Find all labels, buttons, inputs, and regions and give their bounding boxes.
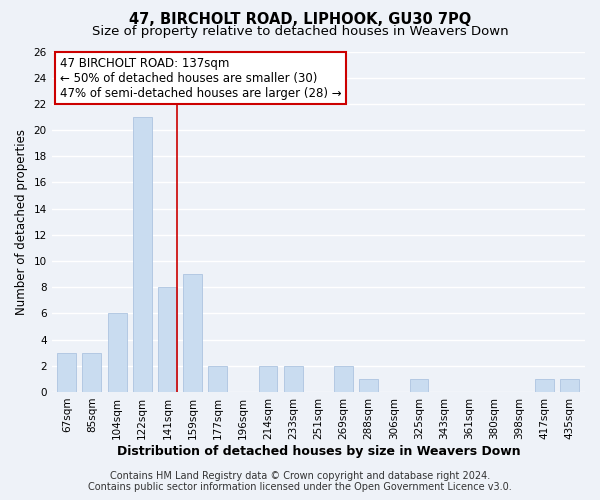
Bar bbox=[259, 366, 277, 392]
X-axis label: Distribution of detached houses by size in Weavers Down: Distribution of detached houses by size … bbox=[116, 444, 520, 458]
Bar bbox=[284, 366, 302, 392]
Text: 47 BIRCHOLT ROAD: 137sqm
← 50% of detached houses are smaller (30)
47% of semi-d: 47 BIRCHOLT ROAD: 137sqm ← 50% of detach… bbox=[59, 56, 341, 100]
Bar bbox=[359, 379, 378, 392]
Text: 47, BIRCHOLT ROAD, LIPHOOK, GU30 7PQ: 47, BIRCHOLT ROAD, LIPHOOK, GU30 7PQ bbox=[129, 12, 471, 28]
Bar bbox=[208, 366, 227, 392]
Bar bbox=[133, 117, 152, 392]
Bar bbox=[183, 274, 202, 392]
Bar bbox=[158, 287, 177, 392]
Bar bbox=[107, 314, 127, 392]
Bar bbox=[560, 379, 580, 392]
Y-axis label: Number of detached properties: Number of detached properties bbox=[15, 128, 28, 314]
Bar bbox=[535, 379, 554, 392]
Bar bbox=[410, 379, 428, 392]
Bar bbox=[82, 352, 101, 392]
Text: Size of property relative to detached houses in Weavers Down: Size of property relative to detached ho… bbox=[92, 25, 508, 38]
Bar bbox=[334, 366, 353, 392]
Text: Contains HM Land Registry data © Crown copyright and database right 2024.
Contai: Contains HM Land Registry data © Crown c… bbox=[88, 471, 512, 492]
Bar bbox=[58, 352, 76, 392]
